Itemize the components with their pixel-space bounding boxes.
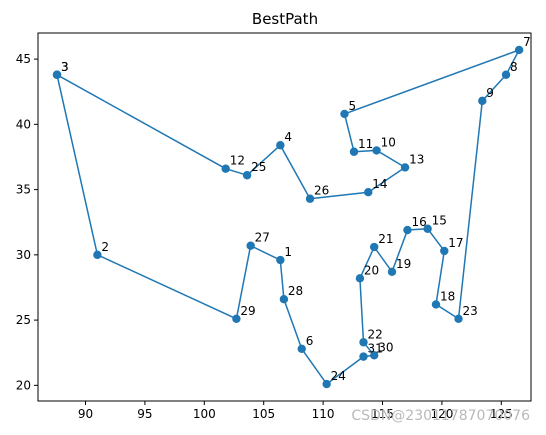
y-tick-label: 40 [16, 117, 31, 131]
point-marker [369, 242, 379, 252]
point-marker [279, 295, 289, 304]
point-label: 21 [378, 232, 393, 246]
point-marker [340, 109, 349, 119]
x-tick-label: 120 [430, 407, 453, 421]
point-label: 30 [378, 340, 393, 354]
point-marker [232, 314, 241, 323]
y-tick-label: 45 [16, 52, 31, 66]
point-label: 28 [288, 284, 303, 298]
point-label: 29 [240, 304, 255, 318]
point-marker [93, 250, 102, 260]
point-marker [297, 344, 306, 354]
point-marker [440, 246, 449, 256]
y-axis: 20 25 30 35 40 45 [16, 52, 38, 392]
point-label: 19 [396, 257, 411, 271]
point-label: 4 [284, 130, 292, 144]
point-marker [359, 352, 368, 361]
point-label: 15 [432, 214, 447, 228]
watermark-text: CSDN@23011787070076 [351, 408, 530, 424]
y-tick-label: 25 [16, 313, 31, 327]
x-axis: 90 95 100 105 110 115 120 125 [78, 401, 513, 421]
point-marker [403, 225, 412, 235]
y-tick-label: 35 [16, 183, 31, 197]
x-tick-label: 90 [78, 407, 93, 421]
axes-frame [37, 32, 532, 402]
point-marker [355, 274, 365, 283]
point-label: 13 [409, 152, 424, 166]
point-marker [52, 70, 62, 79]
point-label: 16 [411, 215, 426, 229]
point-marker [400, 163, 410, 172]
point-marker [276, 255, 285, 265]
x-tick-label: 105 [252, 407, 275, 421]
point-label: 18 [440, 289, 455, 303]
path-line [56, 49, 520, 385]
point-label: 9 [486, 86, 494, 100]
y-tick-label: 20 [16, 378, 31, 392]
point-label: 24 [331, 369, 346, 383]
point-label: 27 [255, 231, 270, 245]
point-marker [369, 351, 379, 360]
x-tick-label: 110 [312, 407, 335, 421]
point-label: 17 [448, 236, 463, 250]
point-label: 6 [306, 334, 314, 348]
point-label: 3 [61, 60, 69, 74]
point-marker [423, 224, 432, 233]
chart-title: BestPath [252, 10, 318, 28]
point-marker [372, 146, 381, 155]
point-label: 3 [61, 60, 69, 74]
x-tick-label: 115 [371, 407, 394, 421]
x-tick-label: 125 [490, 407, 513, 421]
point-marker [246, 241, 255, 250]
point-marker [359, 338, 368, 347]
point-marker [221, 164, 230, 173]
point-marker [454, 314, 463, 323]
point-label: 23 [463, 304, 478, 318]
point-label: 2 [101, 240, 109, 254]
point-marker [501, 70, 511, 79]
x-tick-label: 100 [193, 407, 216, 421]
point-label: 14 [372, 177, 387, 191]
x-tick-label: 95 [137, 407, 152, 421]
point-label: 12 [230, 154, 245, 168]
point-label: 25 [251, 160, 266, 174]
point-marker [364, 188, 373, 197]
point-label: 26 [314, 184, 329, 198]
point-label: 11 [358, 137, 373, 151]
point-label: 1 [284, 245, 292, 259]
point-label: 10 [381, 135, 396, 149]
point-marker [305, 194, 315, 203]
point-label: 22 [367, 327, 382, 341]
point-marker [242, 171, 252, 180]
point-label: 7 [523, 35, 531, 49]
point-label: 8 [510, 60, 518, 74]
y-tick-label: 30 [16, 248, 31, 262]
point-marker [514, 45, 524, 55]
point-label: 31 [367, 342, 382, 356]
point-label: 5 [348, 99, 356, 113]
point-marker [478, 96, 487, 106]
point-marker [276, 141, 285, 150]
point-marker [431, 300, 441, 309]
point-marker [387, 267, 397, 277]
point-marker [322, 379, 331, 389]
point-label: 20 [364, 263, 379, 277]
point-marker [349, 147, 359, 156]
